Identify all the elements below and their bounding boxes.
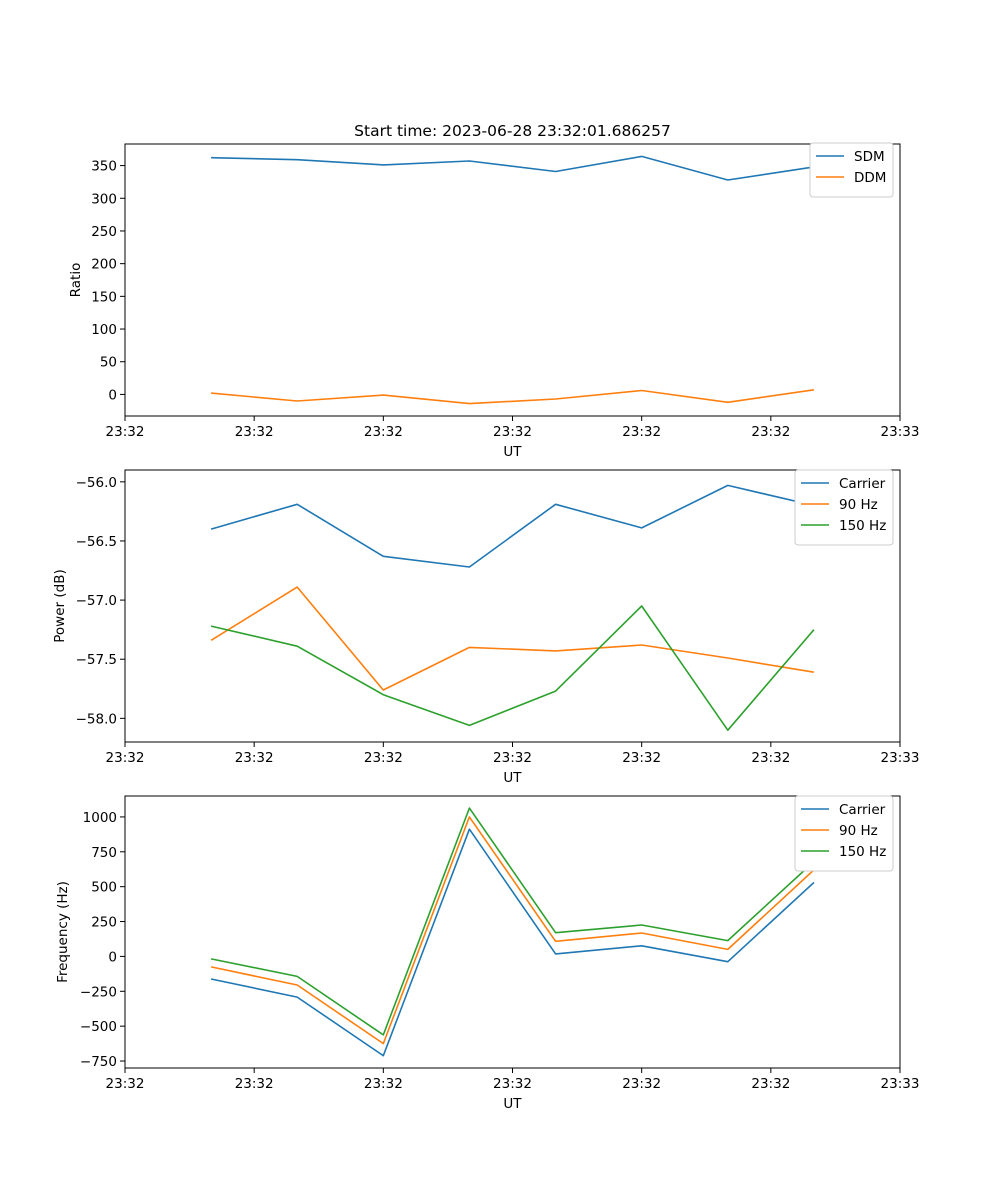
- y-tick-label: −56.5: [76, 534, 117, 550]
- y-tick-label: −57.5: [76, 652, 117, 668]
- series-line-sdm: [211, 155, 815, 181]
- x-axis-label: UT: [503, 444, 522, 460]
- y-axis-label: Ratio: [68, 263, 84, 298]
- y-tick-label: 350: [91, 159, 117, 175]
- y-tick-label: 250: [91, 224, 117, 240]
- series-line-carrier: [210, 484, 815, 568]
- axes-frame: [124, 795, 901, 1069]
- chart-title: Start time: 2023-06-28 23:32:01.686257: [354, 122, 671, 140]
- x-tick-label: 23:32: [751, 1076, 790, 1092]
- power-plot-area: 23:32 23:32 23:32 23:32 23:32 23:32 23:33 −58.0…: [76, 469, 920, 766]
- legend: SDM DDM: [809, 142, 894, 198]
- series-line-ddm: [211, 389, 815, 405]
- y-tick-label: 1000: [83, 810, 117, 826]
- x-tick-label: 23:32: [493, 1076, 532, 1092]
- series-line-90-hz: [210, 816, 815, 1045]
- legend-label: DDM: [854, 170, 886, 186]
- legend-box: [794, 795, 894, 872]
- y-tick-label: 50: [100, 355, 117, 371]
- y-tick-label: 0: [108, 387, 117, 403]
- y-tick-label: 200: [91, 257, 117, 273]
- series-line-90-hz: [210, 586, 815, 691]
- x-tick-label: 23:32: [493, 750, 532, 766]
- x-tick-label: 23:32: [106, 750, 145, 766]
- panel-power: 23:32 23:32 23:32 23:32 23:32 23:32 23:33 −58.0…: [52, 469, 920, 786]
- legend-box: [794, 469, 894, 546]
- frequency-plot-area: 23:32 23:32 23:32 23:32 23:32 23:32 23:33 −750 −…: [80, 795, 920, 1092]
- x-tick-label: 23:32: [364, 1076, 403, 1092]
- x-tick-label: 23:32: [364, 750, 403, 766]
- x-tick-label: 23:33: [881, 424, 920, 440]
- y-tick-label: 750: [91, 845, 117, 861]
- x-tick-label: 23:32: [106, 424, 145, 440]
- legend-label: Carrier: [839, 476, 886, 492]
- x-tick-label: 23:33: [881, 1076, 920, 1092]
- legend-label: 150 Hz: [839, 844, 886, 860]
- legend-label: 90 Hz: [839, 823, 878, 839]
- x-tick-label: 23:32: [106, 1076, 145, 1092]
- legend-label: Carrier: [839, 802, 886, 818]
- x-tick-label: 23:32: [493, 424, 532, 440]
- x-tick-label: 23:33: [881, 750, 920, 766]
- y-tick-label: 500: [91, 880, 117, 896]
- y-tick-label: 250: [91, 915, 117, 931]
- legend: Carrier 90 Hz 150 Hz: [794, 469, 894, 546]
- y-tick-label: −250: [80, 984, 117, 1000]
- legend-label: 150 Hz: [839, 518, 886, 534]
- x-tick-label: 23:32: [364, 424, 403, 440]
- x-axis-label: UT: [503, 770, 522, 786]
- y-tick-label: −58.0: [76, 711, 117, 727]
- y-tick-label: 300: [91, 191, 117, 207]
- axes-frame: [124, 143, 901, 417]
- y-tick-label: 150: [91, 289, 117, 305]
- y-axis-label: Frequency (Hz): [55, 881, 71, 983]
- x-tick-label: 23:32: [622, 424, 661, 440]
- y-tick-label: −57.0: [76, 593, 117, 609]
- y-tick-label: −56.0: [76, 475, 117, 491]
- x-axis-label: UT: [503, 1096, 522, 1112]
- legend-label: SDM: [854, 149, 885, 165]
- x-tick-label: 23:32: [235, 1076, 274, 1092]
- panel-frequency: 23:32 23:32 23:32 23:32 23:32 23:32 23:33 −750 −…: [55, 795, 920, 1112]
- series-line-150-hz: [210, 807, 815, 1036]
- legend: Carrier 90 Hz 150 Hz: [794, 795, 894, 872]
- y-tick-label: 100: [91, 322, 117, 338]
- series-line-150-hz: [210, 605, 815, 732]
- axes-frame: [124, 469, 901, 743]
- y-tick-label: −500: [80, 1019, 117, 1035]
- x-tick-label: 23:32: [622, 1076, 661, 1092]
- x-tick-label: 23:32: [751, 750, 790, 766]
- x-tick-label: 23:32: [751, 424, 790, 440]
- x-tick-label: 23:32: [235, 424, 274, 440]
- y-tick-label: 0: [108, 949, 117, 965]
- series-line-carrier: [210, 828, 815, 1057]
- x-tick-label: 23:32: [622, 750, 661, 766]
- y-tick-label: −750: [80, 1054, 117, 1070]
- y-axis-label: Power (dB): [52, 569, 68, 642]
- panel-ratio: Start time: 2023-06-28 23:32:01.686257 2…: [68, 122, 919, 460]
- ratio-plot-area: 23:32 23:32 23:32 23:32 23:32 23:32 23:33 0 50 10…: [91, 142, 920, 440]
- x-tick-label: 23:32: [235, 750, 274, 766]
- legend-label: 90 Hz: [839, 497, 878, 513]
